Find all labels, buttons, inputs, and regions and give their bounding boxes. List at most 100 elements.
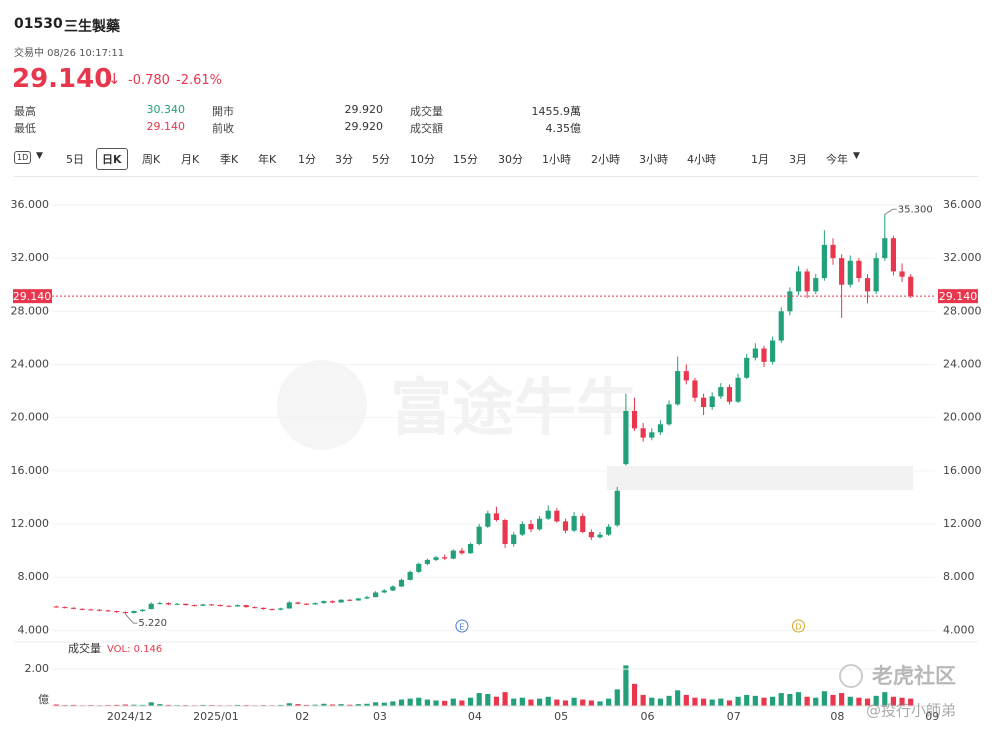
volume-bar — [467, 697, 474, 706]
candle-body — [562, 521, 569, 531]
volume-bar — [726, 700, 733, 706]
candle-body — [752, 348, 758, 358]
volume-bar — [908, 698, 914, 706]
candle-body — [278, 608, 284, 610]
candle-body — [312, 603, 318, 605]
y-tick-label: 8.000 — [18, 570, 50, 583]
volume-bar — [407, 698, 413, 706]
candle-body — [114, 611, 120, 613]
tab[interactable]: 1分 — [298, 153, 316, 166]
candle-body — [839, 258, 845, 285]
tab[interactable]: 1月 — [751, 153, 769, 166]
tab[interactable]: 2小時 — [591, 153, 620, 166]
volume-bar — [761, 697, 767, 706]
candle-body — [329, 601, 336, 603]
candle-body — [243, 605, 249, 608]
tab[interactable]: 30分 — [498, 153, 523, 166]
price: 29.140 — [12, 64, 113, 94]
volume-bar — [830, 694, 836, 706]
volume-bar — [597, 701, 603, 706]
stat-label: 成交量 — [410, 105, 443, 118]
tab[interactable]: 10分 — [410, 153, 435, 166]
candle-body — [502, 520, 508, 544]
x-tick-label: 03 — [373, 710, 387, 723]
event-marker — [791, 619, 805, 633]
tab[interactable]: 15分 — [453, 153, 478, 166]
tab[interactable]: 4小時 — [687, 153, 716, 166]
candle-body — [631, 411, 638, 429]
candle-body — [545, 510, 551, 519]
tab[interactable]: 3月 — [789, 153, 807, 166]
candle-body — [321, 601, 327, 604]
volume-bar — [562, 700, 569, 706]
volume-bar — [450, 698, 456, 706]
candle-body — [157, 603, 163, 605]
candle-body — [209, 604, 215, 606]
placeholder — [607, 466, 913, 490]
volume-bar — [899, 697, 905, 706]
volume-tick-label: 2.00 — [25, 662, 50, 675]
y-tick-label-right: 16.000 — [943, 464, 982, 477]
candle-body — [683, 371, 689, 381]
candle-body — [787, 291, 793, 312]
tab[interactable]: 周K — [142, 153, 161, 166]
candle-body — [571, 516, 577, 531]
volume-bar — [424, 699, 430, 706]
candle-body — [295, 602, 301, 604]
volume-bar — [165, 704, 172, 706]
tab[interactable]: 季K — [220, 153, 239, 166]
dropdown-arrow[interactable]: ▼ — [36, 151, 43, 161]
volume-bar — [683, 694, 689, 706]
watermark: 老虎社区 — [872, 664, 956, 688]
candle-body — [165, 603, 172, 605]
x-tick-label: 2024/12 — [107, 710, 153, 723]
volume-bar — [70, 704, 77, 706]
volume-bar — [355, 704, 361, 706]
volume-bar — [864, 698, 871, 706]
candle-body — [606, 526, 612, 535]
volume-bar — [873, 695, 879, 706]
candle-body — [53, 606, 59, 608]
last-price-tag — [13, 289, 52, 304]
tab[interactable]: 5分 — [372, 153, 390, 166]
volume-bar — [511, 698, 517, 706]
tab[interactable]: 1D — [14, 151, 32, 164]
dropdown-arrow[interactable]: ▼ — [853, 151, 860, 161]
volume-bar — [381, 702, 387, 706]
candle-body — [795, 271, 802, 292]
stat-value: 29.920 — [344, 103, 384, 116]
candle-body — [493, 513, 500, 521]
tab[interactable]: 月K — [181, 153, 200, 166]
candle-body — [882, 238, 888, 259]
volume-bar — [347, 704, 353, 706]
x-tick-label: 06 — [640, 710, 654, 723]
change: -0.780 — [128, 73, 170, 88]
y-tick-label-right: 12.000 — [943, 517, 982, 530]
tab[interactable]: 年K — [258, 153, 277, 166]
candle-body — [96, 609, 103, 611]
candle-body — [485, 513, 491, 527]
candle-body — [528, 524, 534, 530]
tab[interactable]: 5日 — [66, 153, 84, 166]
x-tick-label: 08 — [830, 710, 844, 723]
watermark: @投行小師弟 — [866, 702, 956, 720]
tab[interactable]: 日K — [96, 148, 128, 170]
stock-name: 三生製藥 — [64, 19, 120, 35]
tab[interactable]: 1小時 — [542, 153, 571, 166]
candle-body — [735, 377, 741, 402]
stat-value: 29.920 — [344, 120, 384, 133]
volume-bar — [778, 693, 784, 706]
candle-body — [467, 543, 474, 554]
volume-bar — [53, 704, 59, 706]
tab[interactable]: 今年 — [826, 153, 848, 166]
tab[interactable]: 3小時 — [639, 153, 668, 166]
candle-body — [821, 244, 827, 279]
candle-body — [761, 348, 767, 362]
candle-body — [873, 258, 879, 292]
tab[interactable]: 3分 — [335, 153, 353, 166]
volume-bar — [433, 700, 439, 706]
candle-body — [364, 597, 370, 599]
candle-body — [718, 387, 724, 397]
volume-bar — [398, 699, 405, 706]
volume-bar — [804, 696, 810, 706]
